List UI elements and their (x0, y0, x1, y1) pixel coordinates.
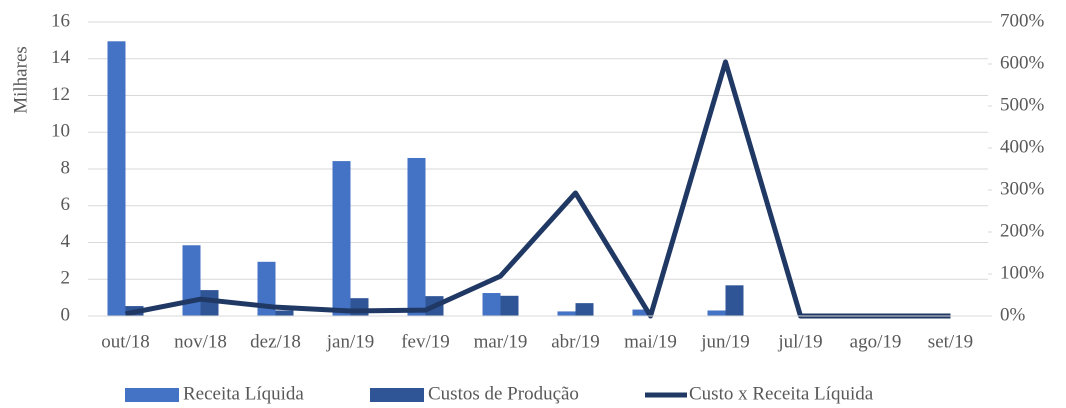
y-tick-label: 14 (51, 47, 71, 68)
x-tick-label: out/18 (101, 331, 150, 352)
bar (575, 303, 594, 316)
y-tick-label: 6 (61, 194, 71, 215)
y-tick-label: 4 (61, 231, 71, 252)
x-tick-label: jun/19 (700, 331, 750, 352)
x-tick-label: ago/19 (850, 331, 902, 352)
bar (482, 293, 501, 316)
bar (275, 310, 294, 316)
y-tick-label: 10 (51, 121, 70, 142)
y-tick-label: 12 (51, 84, 70, 105)
y2-tick-label: 100% (1000, 262, 1045, 283)
y2-tick-label: 0% (1000, 304, 1026, 325)
y2-tick-label: 500% (1000, 94, 1045, 115)
bar (500, 295, 519, 316)
bar (557, 311, 576, 316)
x-tick-label: jul/19 (777, 331, 822, 352)
bar (200, 290, 219, 316)
y-tick-label: 2 (61, 268, 71, 289)
x-tick-label: dez/18 (250, 331, 301, 352)
legend-swatch (370, 388, 424, 402)
bar (257, 261, 276, 316)
y-tick-label: 0 (61, 304, 71, 325)
x-tick-label: jan/19 (326, 331, 375, 352)
y2-tick-label: 200% (1000, 220, 1045, 241)
y-axis-label: Milhares (10, 46, 31, 114)
x-tick-label: set/19 (928, 331, 973, 352)
y2-tick-label: 300% (1000, 178, 1045, 199)
bar (407, 157, 426, 316)
x-tick-label: abr/19 (551, 331, 600, 352)
y2-tick-label: 600% (1000, 52, 1045, 73)
bar (707, 310, 726, 316)
y2-tick-label: 700% (1000, 10, 1045, 31)
line (125, 59, 951, 319)
y-tick-label: 16 (51, 10, 70, 31)
legend-label: Receita Líquida (183, 383, 304, 404)
bar (182, 245, 201, 316)
legend-label: Custos de Produção (428, 383, 579, 404)
bar (107, 41, 126, 316)
bar (332, 161, 351, 316)
bar (632, 309, 651, 316)
y-tick-label: 8 (61, 157, 71, 178)
y2-tick-label: 400% (1000, 136, 1045, 157)
x-tick-label: mai/19 (624, 331, 677, 352)
x-tick-label: mar/19 (474, 331, 528, 352)
x-tick-label: nov/18 (174, 331, 227, 352)
x-tick-label: fev/19 (401, 331, 450, 352)
legend-label: Custo x Receita Líquida (689, 383, 874, 404)
bar (725, 285, 744, 316)
legend-swatch (125, 388, 179, 402)
